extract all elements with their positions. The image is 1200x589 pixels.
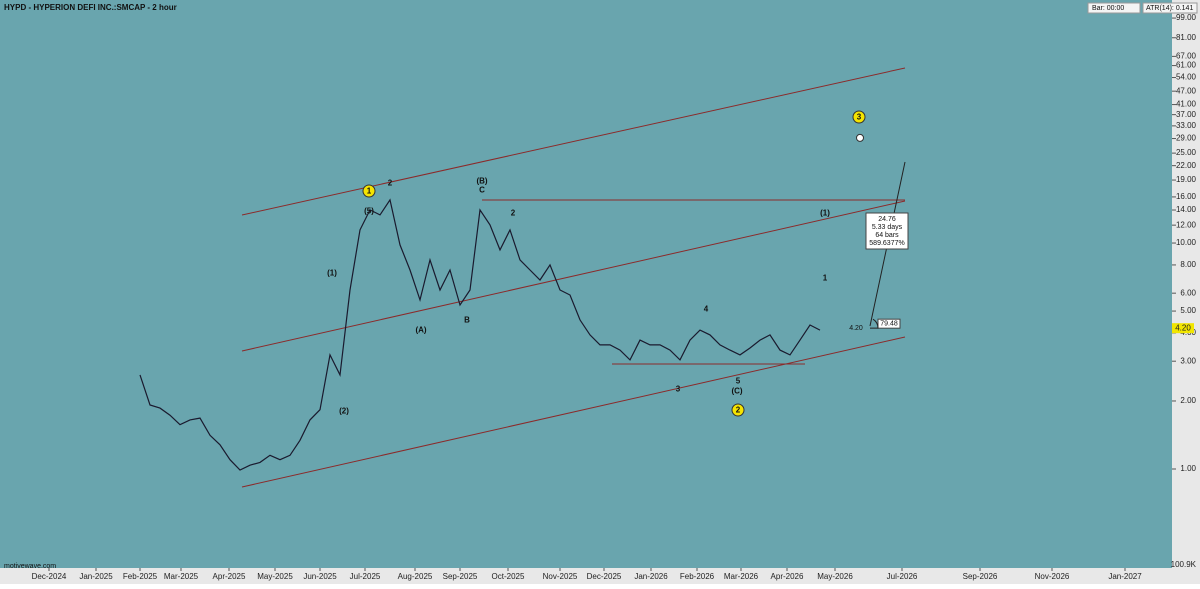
measure-text: 24.76 <box>878 216 896 223</box>
wave-label: 2 <box>511 209 516 218</box>
watermark: motivewave.com <box>4 563 56 570</box>
y-tick-label: 99.00 <box>1176 13 1197 22</box>
x-tick-label: Oct-2025 <box>492 572 525 581</box>
y-tick-label: 29.00 <box>1176 134 1197 143</box>
wave-label: (1) <box>820 209 830 218</box>
y-tick-label: 25.00 <box>1176 148 1197 157</box>
x-tick-label: Nov-2025 <box>543 572 578 581</box>
x-tick-label: Feb-2026 <box>680 572 715 581</box>
y-tick-label: 6.00 <box>1180 288 1196 297</box>
y-tick-label: 54.00 <box>1176 73 1197 82</box>
wave-label: (B) <box>476 177 487 186</box>
chart-title: HYPD - HYPERION DEFI INC.:SMCAP - 2 hour <box>4 3 177 12</box>
x-tick-label: Mar-2026 <box>724 572 759 581</box>
measure-box <box>865 212 909 250</box>
wave-label: 2 <box>388 179 393 188</box>
measure-text: 64 bars <box>875 232 899 239</box>
x-tick-label: May-2025 <box>257 572 293 581</box>
x-tick-label: Jan-2025 <box>79 572 113 581</box>
target-marker <box>856 133 864 142</box>
bar-label: Bar: 00:00 <box>1092 5 1124 12</box>
y-tick-label: 33.00 <box>1176 121 1197 130</box>
wave-label: 3 <box>857 113 862 122</box>
y-tick-label: 14.00 <box>1176 205 1197 214</box>
y-tick-label: 1.00 <box>1180 464 1196 473</box>
price-line <box>139 198 821 471</box>
y-tick-label: 2.00 <box>1180 396 1196 405</box>
last-price-tag <box>1172 323 1194 334</box>
x-axis-panel <box>0 568 1172 584</box>
x-tick-label: Nov-2026 <box>1035 572 1070 581</box>
wave-circle <box>731 403 745 417</box>
wave-label: 1 <box>823 274 828 283</box>
wave-label: C <box>479 186 485 195</box>
x-tick-label: Jan-2027 <box>1108 572 1142 581</box>
bar-box <box>1087 2 1141 14</box>
x-tick-label: Jan-2026 <box>634 572 668 581</box>
angle-box <box>877 318 901 329</box>
plot-background <box>0 0 1172 568</box>
wave-label: (1) <box>327 269 337 278</box>
wave-label: B <box>464 316 470 325</box>
wave-label: (A) <box>415 326 426 335</box>
y-axis-panel <box>1172 0 1200 584</box>
y-tick-label: 19.00 <box>1176 175 1197 184</box>
y-tick-label: 22.00 <box>1176 161 1197 170</box>
atr-label: ATR(14): 0.141 <box>1146 5 1193 12</box>
atr-box <box>1142 2 1198 14</box>
x-tick-label: Mar-2025 <box>164 572 199 581</box>
channel-line <box>241 67 906 216</box>
wave-circle <box>362 184 376 198</box>
y-tick-label: 37.00 <box>1176 110 1197 119</box>
angle-arc <box>870 318 879 329</box>
x-tick-label: Jun-2025 <box>303 572 337 581</box>
wave-label: 1 <box>367 187 372 196</box>
x-tick-label: Jul-2026 <box>887 572 918 581</box>
last-price-label: 4.20 <box>1175 323 1191 332</box>
angle-label: 79.48 <box>880 321 898 328</box>
wave-label: 3 <box>676 385 681 394</box>
y-tick-label: 5.00 <box>1180 306 1196 315</box>
wave-label: (5) <box>364 207 374 216</box>
x-tick-label: Apr-2025 <box>213 572 246 581</box>
channel-line <box>241 336 906 488</box>
y-tick-label: 47.00 <box>1176 86 1197 95</box>
wave-label: (2) <box>339 407 349 416</box>
x-tick-label: Sep-2025 <box>443 572 478 581</box>
measure-text: 5.33 days <box>872 224 903 231</box>
volume-label: 100.9K <box>1171 560 1197 569</box>
x-tick-label: May-2026 <box>817 572 853 581</box>
wave-label: 4 <box>704 305 709 314</box>
x-tick-label: Jul-2025 <box>350 572 381 581</box>
x-tick-label: Dec-2025 <box>587 572 622 581</box>
x-tick-label: Dec-2024 <box>32 572 67 581</box>
y-tick-label: 61.00 <box>1176 61 1197 70</box>
y-tick-label: 81.00 <box>1176 33 1197 42</box>
y-tick-label: 16.00 <box>1176 192 1197 201</box>
measure-start: 4.20 <box>849 325 863 332</box>
y-tick-label: 8.00 <box>1180 260 1196 269</box>
x-tick-label: Sep-2026 <box>963 572 998 581</box>
measure-text: 589.6377% <box>869 240 904 247</box>
x-tick-label: Feb-2025 <box>123 572 158 581</box>
wave-label: 5 <box>736 377 741 386</box>
x-tick-label: Apr-2026 <box>771 572 804 581</box>
wave-label: 2 <box>736 406 741 415</box>
y-tick-label: 12.00 <box>1176 220 1197 229</box>
wave-label: (C) <box>731 387 742 396</box>
wave-circle <box>852 110 866 124</box>
channel-line <box>241 200 906 352</box>
y-tick-label: 41.00 <box>1176 100 1197 109</box>
y-tick-label: 10.00 <box>1176 238 1197 247</box>
y-tick-label: 67.00 <box>1176 51 1197 60</box>
x-tick-label: Aug-2025 <box>398 572 433 581</box>
y-tick-label: 3.00 <box>1180 356 1196 365</box>
